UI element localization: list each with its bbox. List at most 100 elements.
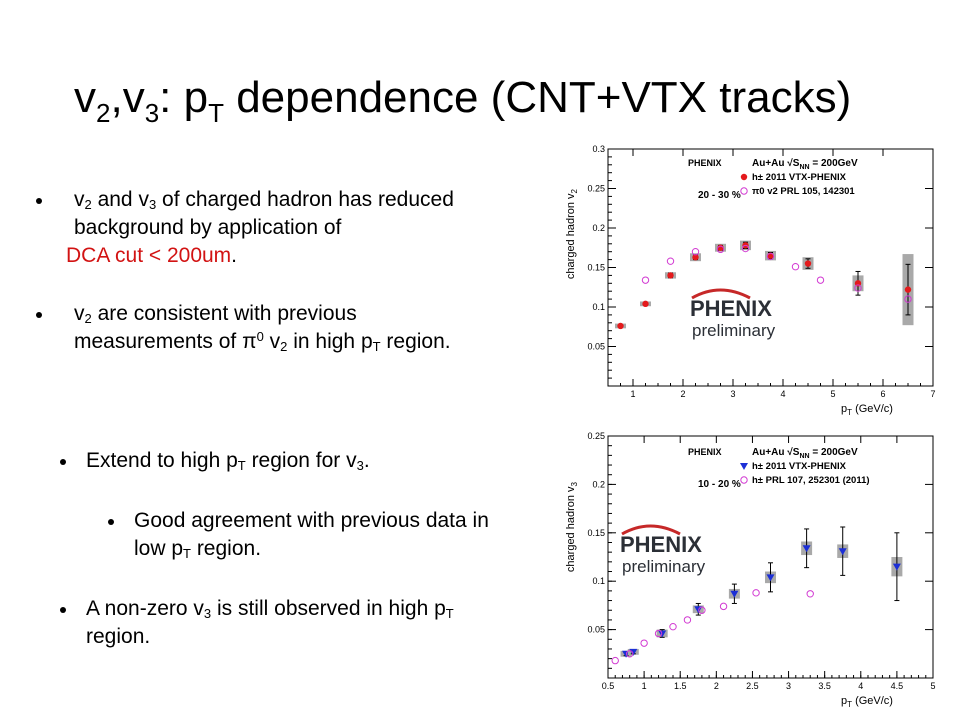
legend-marker — [740, 187, 748, 195]
bullet-extend-v3: Extend to high pT region for v3. — [60, 447, 560, 475]
v2-chart: 1 2 3 4 5 6 7 0.05 0.1 0.15 0.2 0.25 0.3 pT (GeV/c) ch… — [562, 140, 950, 422]
x-tick-label: 4 — [858, 681, 863, 691]
legend-centrality: 20 - 30 % — [698, 190, 741, 201]
x-tick-label: 2.5 — [746, 681, 759, 691]
legend-marker — [740, 476, 748, 484]
data-point — [716, 245, 725, 254]
data-point — [640, 639, 648, 647]
logo-preliminary: preliminary — [622, 557, 706, 576]
x-tick-label: 1 — [630, 389, 635, 399]
logo-word: PHENIX — [620, 532, 702, 557]
slide-title: v2,v3: pT dependence (CNT+VTX tracks) — [74, 73, 852, 128]
chart-background — [562, 428, 950, 716]
data-point — [741, 244, 750, 253]
chart-group: 0.5 1 1.5 2 2.5 3 3.5 4 4.5 5 0.05 0.1 0.15 0.2 0.25 pT… — [562, 428, 950, 716]
legend-header: Au+Au √SNN = 200GeV — [752, 158, 858, 171]
x-tick-label: 4.5 — [891, 681, 904, 691]
y-tick-label: 0.2 — [592, 223, 605, 233]
x-tick-label: 3 — [730, 389, 735, 399]
x-tick-label: 3 — [786, 681, 791, 691]
legend-label: h± 2011 VTX-PHENIX — [752, 172, 847, 183]
logo-preliminary: preliminary — [692, 321, 776, 340]
plot-frame — [607, 435, 934, 679]
y-tick-label: 0.15 — [587, 528, 605, 538]
legend-label: π0 v2 PRL 105, 142301 — [752, 186, 855, 197]
data-point — [802, 545, 811, 553]
data-point — [766, 574, 775, 582]
y-tick-label: 0.3 — [592, 144, 605, 154]
data-point — [892, 563, 901, 571]
bullet-nonzero-v3: A non-zero v3 is still observed in high … — [60, 595, 560, 651]
data-point — [654, 629, 663, 638]
y-tick-label: 0.1 — [592, 576, 605, 586]
bottom-bullet-list: Extend to high pT region for v3. Good ag… — [60, 447, 560, 651]
x-tick-label: 7 — [930, 389, 935, 399]
data-point — [804, 260, 812, 267]
y-tick-label: 0.1 — [592, 302, 605, 312]
data-point — [691, 248, 700, 256]
data-point — [666, 257, 675, 265]
y-tick-label: 0.05 — [587, 342, 605, 352]
legend-marker — [740, 173, 748, 181]
brand-label: PHENIX — [688, 447, 722, 457]
y-tick-label: 0.05 — [587, 625, 605, 635]
x-axis-title: pT (GeV/c) — [841, 695, 893, 709]
data-point — [816, 276, 825, 284]
data-point — [667, 272, 674, 279]
data-point — [904, 286, 912, 293]
y-tick-label: 0.25 — [587, 431, 605, 441]
data-point — [625, 650, 634, 658]
bullet-good-agreement: Good agreement with previous data in low… — [108, 507, 560, 563]
data-point — [642, 300, 649, 308]
x-tick-label: 6 — [880, 389, 885, 399]
data-point — [719, 602, 728, 611]
y-tick-label: 0.15 — [587, 263, 605, 273]
x-tick-label: 1 — [642, 681, 647, 691]
bullet-consistent-v2: v2 are consistent with previous measurem… — [36, 300, 556, 356]
data-point — [904, 295, 912, 303]
data-point — [683, 616, 692, 624]
x-tick-label: 3.5 — [818, 681, 831, 691]
chart-group: 1 2 3 4 5 6 7 0.05 0.1 0.15 0.2 0.25 0.3 pT (GeV/c) ch… — [562, 140, 950, 422]
x-tick-label: 4 — [780, 389, 785, 399]
x-tick-label: 5 — [930, 681, 935, 691]
bullet-reduced-background: v2 and v3 of charged hadron has reduced … — [36, 186, 556, 242]
x-axis-title: pT (GeV/c) — [841, 403, 893, 417]
data-point — [838, 548, 847, 556]
legend-label: h± 2011 VTX-PHENIX — [752, 461, 847, 472]
brand-label: PHENIX — [688, 158, 722, 168]
logo-word: PHENIX — [690, 296, 772, 321]
data-point — [669, 622, 677, 631]
x-tick-label: 1.5 — [674, 681, 687, 691]
data-point — [617, 322, 624, 330]
legend-marker — [740, 463, 748, 470]
x-tick-label: 5 — [830, 389, 835, 399]
x-tick-label: 2 — [714, 681, 719, 691]
y-axis-title: charged hadron v2 — [565, 188, 579, 279]
data-point — [791, 263, 800, 271]
legend-centrality: 10 - 20 % — [698, 479, 741, 490]
data-point — [611, 656, 619, 665]
data-point — [698, 606, 706, 614]
x-tick-label: 2 — [680, 389, 685, 399]
data-point — [806, 590, 814, 598]
data-point — [692, 254, 699, 261]
logo-swoosh — [691, 288, 751, 300]
legend-header: Au+Au √SNN = 200GeV — [752, 447, 858, 460]
top-bullet-list: v2 and v3 of charged hadron has reduced … — [36, 186, 556, 356]
logo-swoosh — [621, 524, 681, 536]
data-point — [854, 284, 862, 292]
y-axis-title: charged hadron v3 — [565, 481, 579, 572]
data-point — [752, 589, 760, 597]
y-tick-label: 0.2 — [592, 479, 605, 489]
legend-label: h± PRL 107, 252301 (2011) — [752, 475, 870, 486]
data-point — [641, 276, 650, 284]
y-tick-label: 0.25 — [587, 184, 605, 194]
data-point — [766, 252, 775, 261]
v3-chart: 0.5 1 1.5 2 2.5 3 3.5 4 4.5 5 0.05 0.1 0.15 0.2 0.25 pT… — [562, 428, 950, 716]
dca-cut-line: DCA cut < 200um. — [66, 244, 238, 267]
chart-background — [562, 140, 950, 422]
x-tick-label: 0.5 — [602, 681, 615, 691]
